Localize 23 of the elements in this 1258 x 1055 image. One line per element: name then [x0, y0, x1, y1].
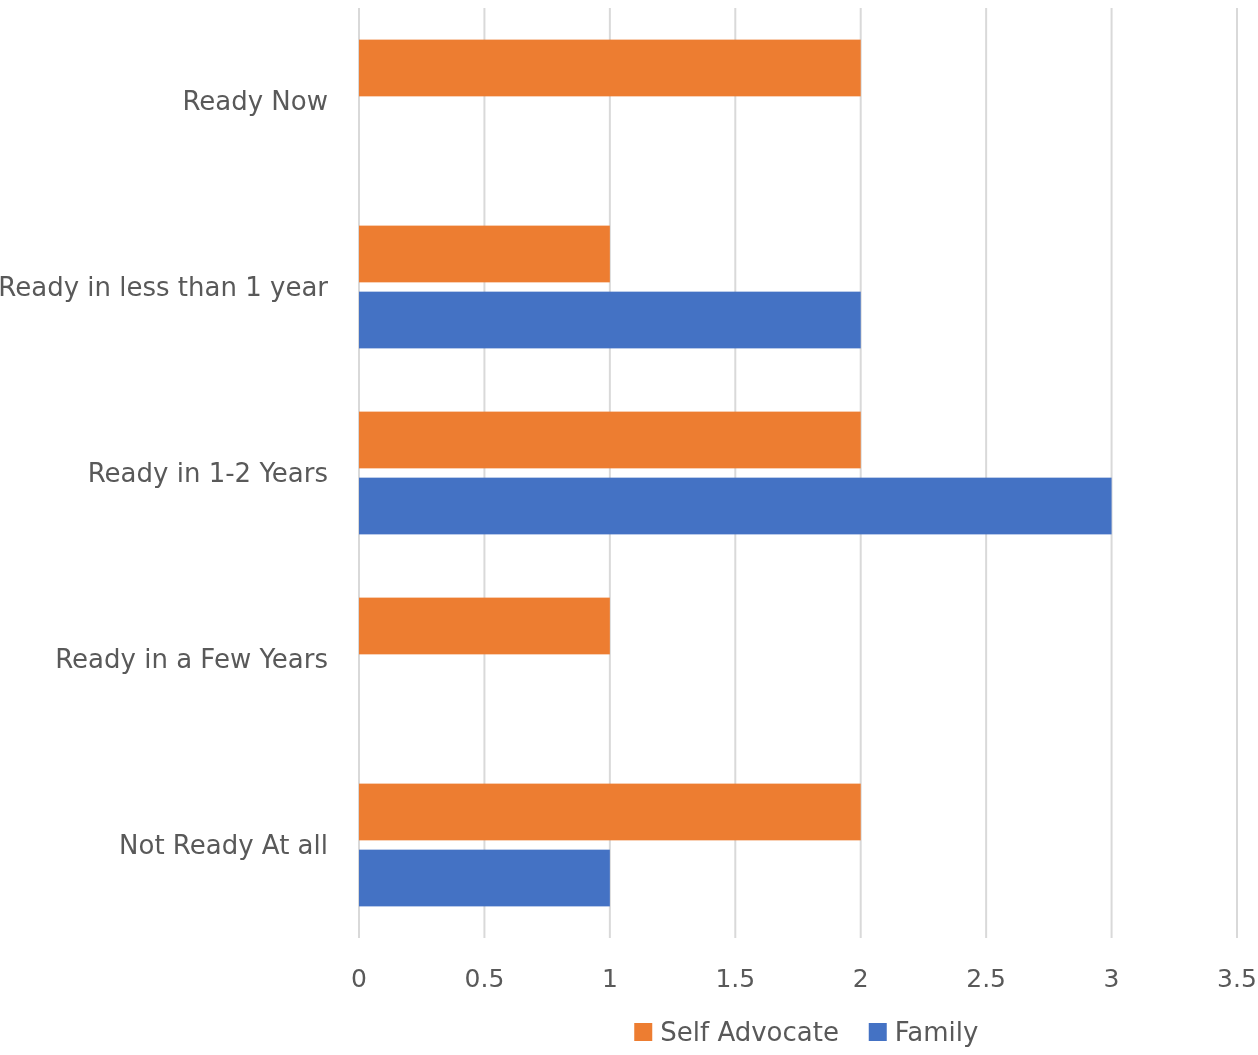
x-tick-label: 2.5 — [966, 964, 1007, 993]
bar — [359, 411, 861, 469]
bar — [359, 477, 1112, 535]
legend-label: Family — [894, 1017, 979, 1048]
bar — [359, 225, 610, 283]
x-tick-label: 3 — [1103, 964, 1120, 993]
x-tick-label: 2 — [852, 964, 869, 993]
x-tick-label: 0 — [351, 964, 367, 993]
bar — [359, 39, 861, 97]
x-tick-label: 1 — [601, 964, 618, 993]
x-tick-label: 3.5 — [1217, 964, 1257, 993]
bar — [359, 597, 610, 655]
x-tick-label: 0.5 — [464, 964, 505, 993]
bar — [359, 783, 861, 841]
y-tick-label: Ready in a Few Years — [55, 644, 328, 675]
y-tick-label: Ready in 1-2 Years — [87, 458, 328, 489]
bar — [359, 849, 610, 907]
y-tick-label: Ready Now — [182, 86, 328, 117]
y-tick-label: Not Ready At all — [119, 830, 328, 861]
bar — [359, 291, 861, 349]
y-tick-label: Ready in less than 1 year — [0, 272, 329, 303]
x-tick-label: 1.5 — [715, 964, 756, 993]
legend-label: Self Advocate — [660, 1017, 839, 1048]
